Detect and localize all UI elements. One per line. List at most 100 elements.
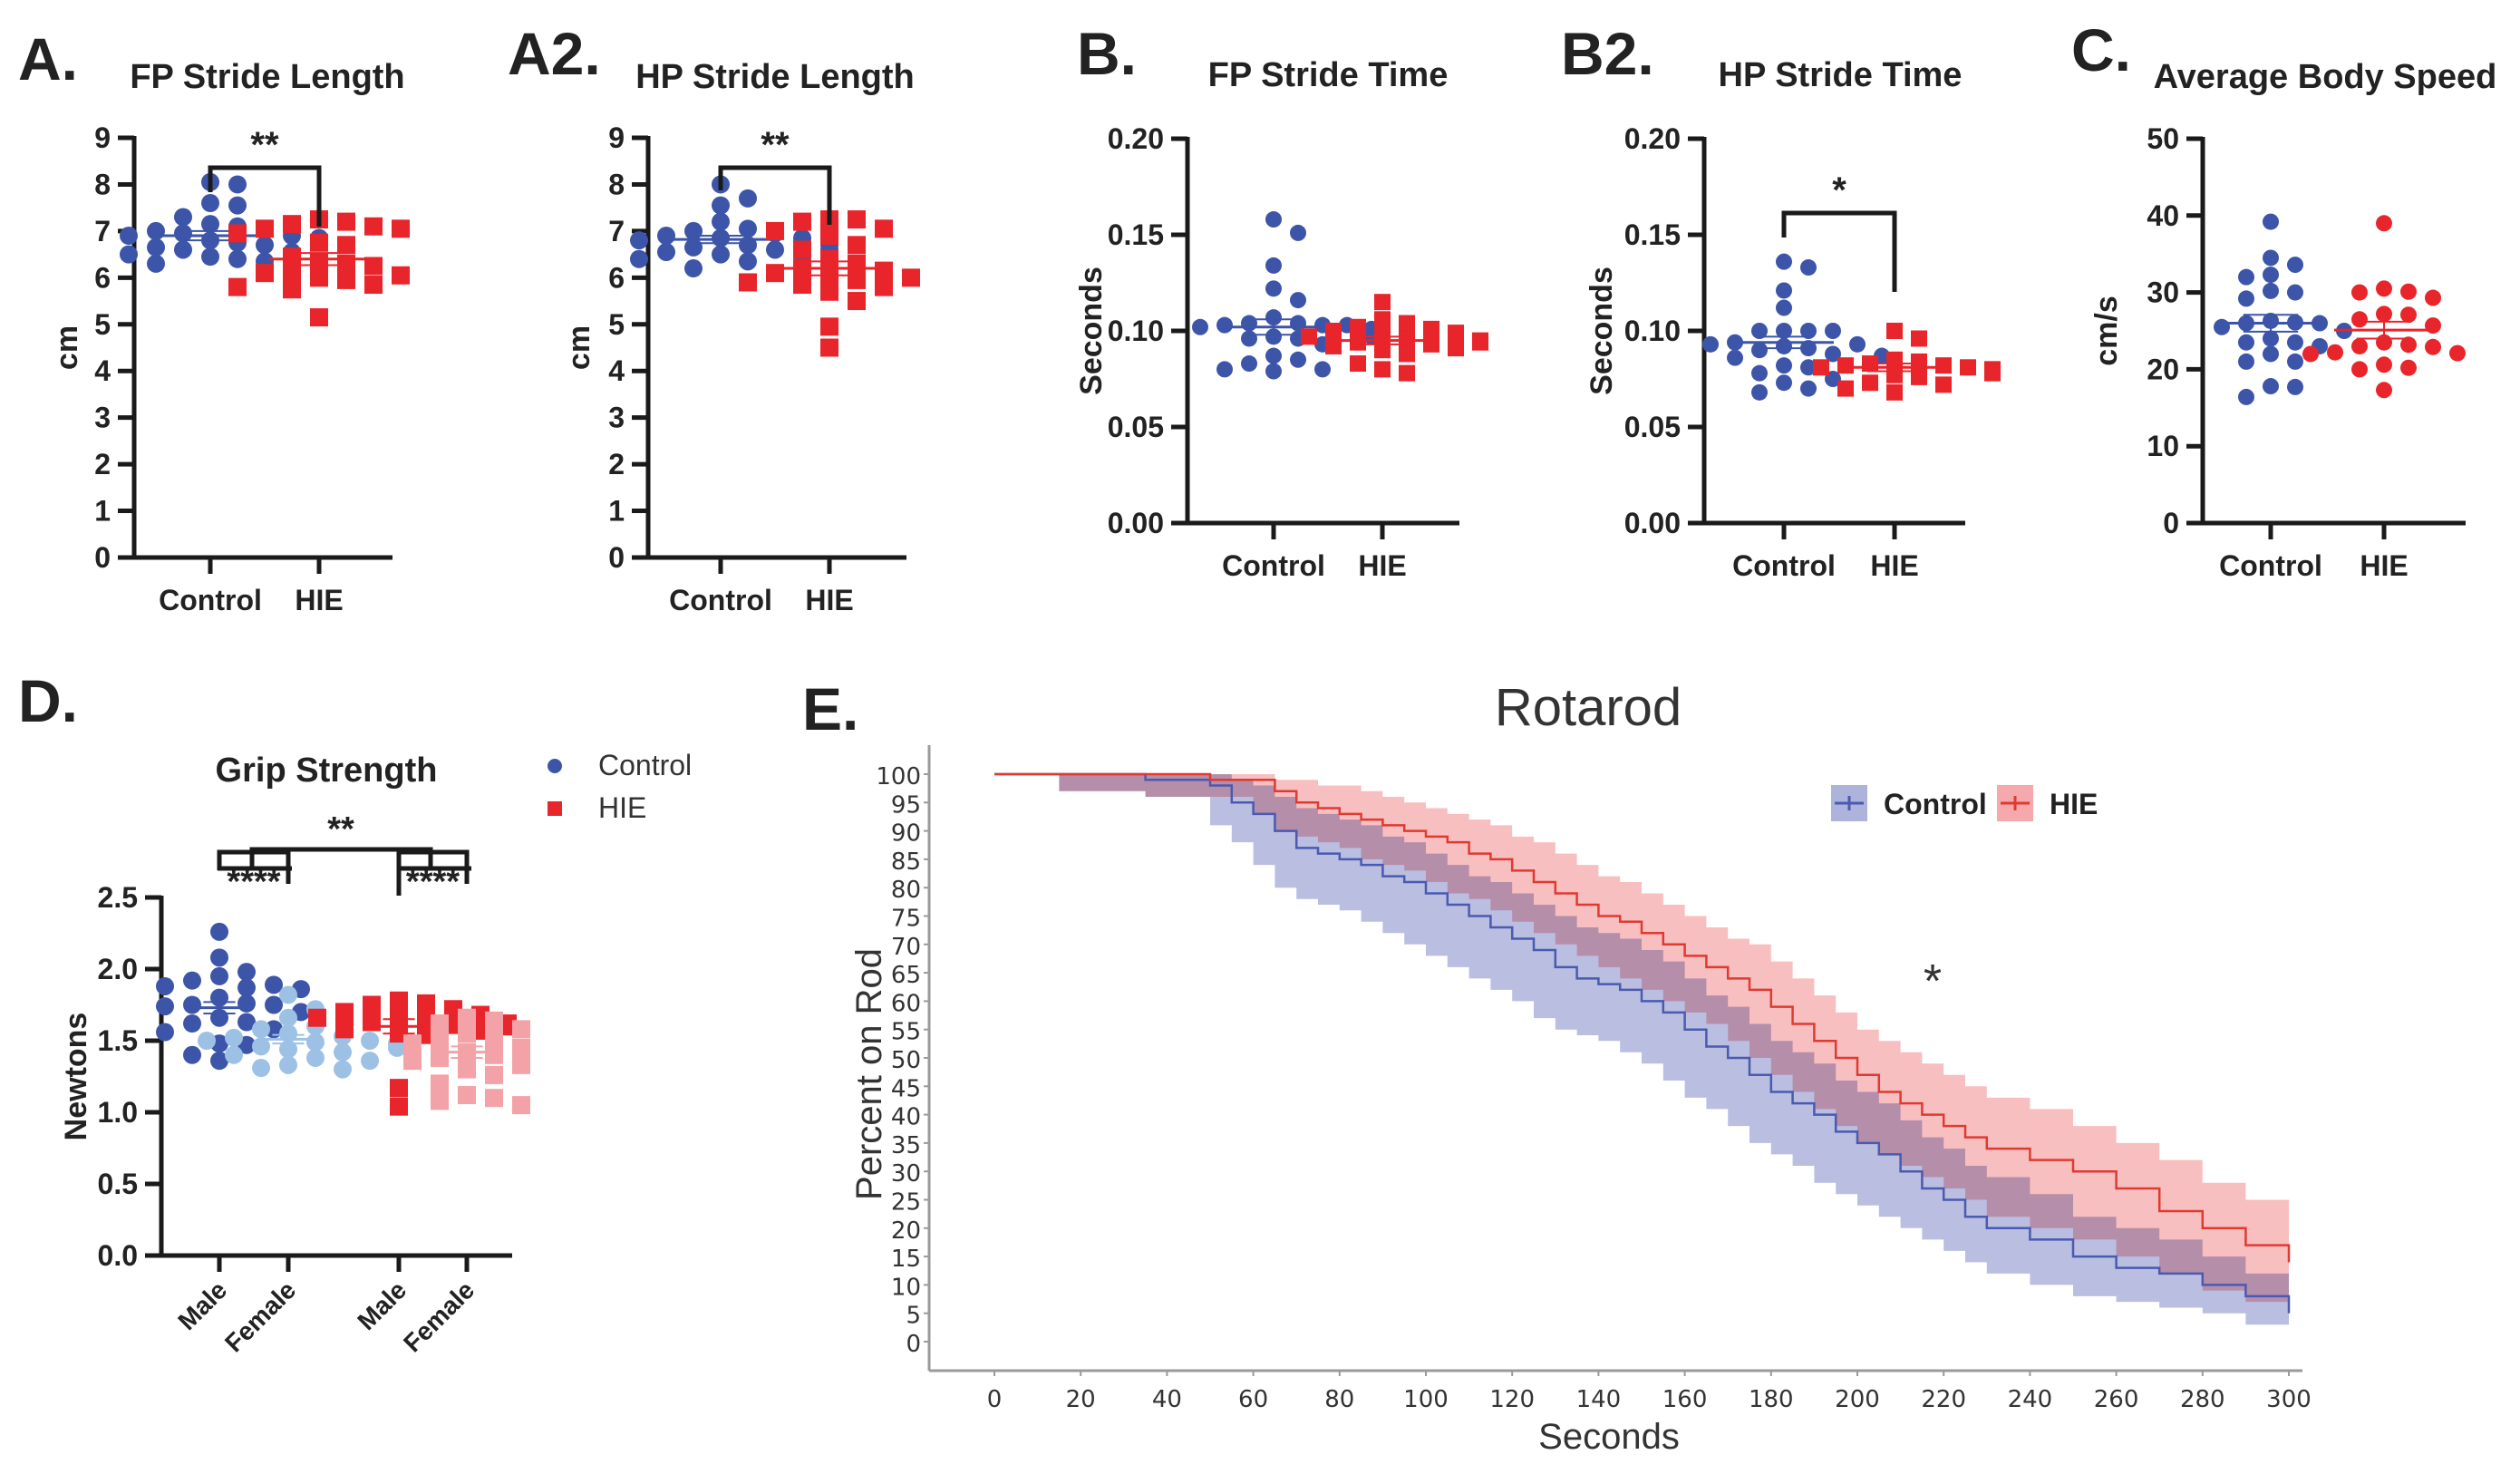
data-point [361,1052,379,1071]
y-tick-label: 40 [2147,199,2179,232]
data-point [403,1052,422,1071]
data-point [252,1020,270,1039]
data-point [390,1079,408,1098]
data-point [1241,355,1257,373]
data-point [1290,224,1306,241]
data-point [2351,361,2368,378]
data-point [431,1032,449,1050]
data-point [485,1089,503,1108]
y-tick-label: 85 [891,849,921,876]
data-point [174,208,192,227]
data-point [2287,284,2303,301]
x-tick-label: Female [219,1275,301,1357]
chart-title: FP Stride Time [1208,56,1449,94]
data-point [1350,318,1366,335]
data-point [766,264,784,283]
data-point [310,268,328,287]
y-tick-label: 60 [891,990,921,1017]
data-point [739,273,757,292]
data-point [256,236,274,255]
x-tick-label: HIE [1870,549,1918,582]
data-point [1776,282,1792,299]
significance-bracket [249,847,433,868]
survival-line-hie [994,772,2291,1263]
data-point [458,1060,476,1079]
data-point [120,245,138,264]
y-tick-label: 2.0 [98,953,138,985]
y-tick-label: 7 [94,215,111,247]
data-point [279,1008,297,1027]
y-tick-label: 20 [891,1217,921,1245]
data-point [820,317,838,336]
data-point [1374,326,1391,344]
data-point [2327,344,2343,361]
data-point [739,219,757,238]
data-point [485,1011,503,1030]
data-point [793,276,811,295]
y-tick-label: 2 [94,448,111,480]
data-point [201,247,219,267]
data-point [2263,249,2279,267]
data-point [183,995,201,1014]
data-point [279,1055,297,1074]
data-point [1192,318,1208,335]
data-point [183,1045,201,1064]
data-point [265,1020,283,1039]
data-point [1241,315,1257,332]
x-tick-label: 80 [1324,1386,1354,1413]
data-point [2376,215,2392,232]
data-point [875,277,893,296]
panel-label: B2. [1561,20,1654,87]
data-point [712,212,730,231]
data-point [2351,284,2368,301]
data-point [1727,349,1743,366]
data-point [657,243,675,262]
y-tick-label: 50 [2147,122,2179,155]
data-point [308,1008,326,1027]
y-tick-label: 95 [891,791,921,819]
y-tick-label: 0.10 [1624,315,1681,347]
data-point [1800,380,1817,397]
data-point [766,240,784,259]
x-tick-label: 280 [2180,1386,2225,1413]
data-point [1776,357,1792,374]
data-point [310,233,328,252]
data-point [363,995,381,1014]
data-point [2238,388,2254,405]
y-tick-label: 2.5 [98,881,138,914]
data-point [228,196,247,215]
data-point [2376,305,2392,323]
y-tick-label: 70 [891,934,921,961]
chart-title: Rotarod [1495,678,1682,737]
data-point [237,963,256,982]
x-tick-label: Control [1222,549,1325,582]
significance-label: ** [761,125,790,165]
y-tick-label: 0.05 [1108,411,1164,443]
data-point [684,221,703,240]
data-point [210,948,228,967]
data-point [2376,280,2392,297]
data-point [1702,335,1719,353]
x-tick-label: 180 [1749,1386,1794,1413]
panel-d: D. Grip Strength 0.0 0.5 1.0 1.5 2.0 2.5 Newtons… [18,667,692,1357]
data-point [156,976,174,995]
data-point [1800,323,1817,339]
data-point [820,338,838,357]
data-point [1800,359,1817,376]
y-axis-label: cm/s [2089,296,2124,366]
data-point [1265,257,1282,274]
y-tick-label: 20 [2147,353,2179,385]
data-point [2376,356,2392,373]
data-point [256,219,274,238]
y-tick-label: 6 [608,261,625,294]
x-tick-label: HIE [2360,549,2408,582]
data-point [392,219,410,238]
data-point [848,236,866,255]
data-point [1825,323,1841,339]
data-point [2263,330,2279,347]
data-point [147,221,165,240]
data-point [392,266,410,285]
data-point [1800,259,1817,276]
y-axis-label: Newtons [59,1013,93,1141]
data-point [1265,309,1282,326]
